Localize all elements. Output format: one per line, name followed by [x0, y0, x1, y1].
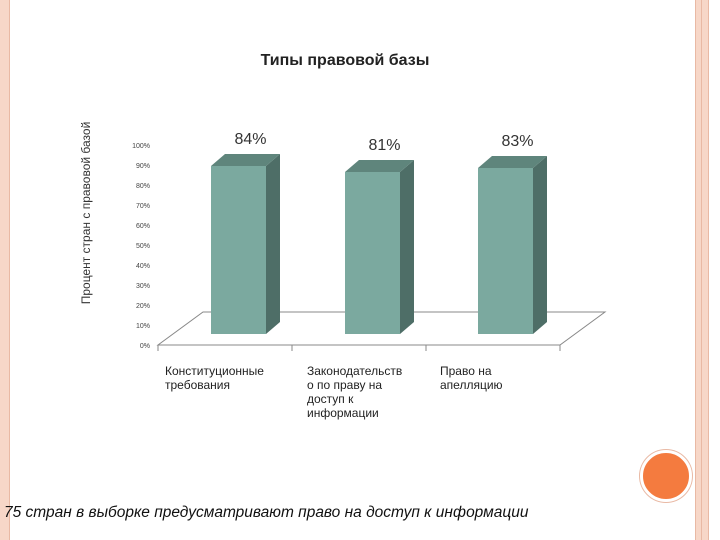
slide-frame-left [0, 0, 10, 540]
y-tick-label: 100% [132, 143, 150, 150]
bar-top [211, 154, 280, 166]
bar-side [266, 154, 280, 334]
slide-frame-right-line [701, 0, 702, 540]
x-category-label: Право на апелляцию [440, 364, 503, 392]
y-tick-label: 60% [136, 223, 150, 230]
bar-top [345, 160, 414, 172]
y-tick-label: 90% [136, 163, 150, 170]
chart-title: Типы правовой базы [261, 52, 430, 69]
y-tick-label: 50% [136, 243, 150, 250]
bar-side [533, 156, 547, 334]
bar [211, 166, 266, 334]
y-tick-label: 20% [136, 303, 150, 310]
slide-frame-right [695, 0, 709, 540]
slide-caption: 75 стран в выборке предусматривают право… [4, 504, 529, 521]
bar [478, 168, 533, 334]
bar-top [478, 156, 547, 168]
y-tick-label: 30% [136, 283, 150, 290]
y-tick-label: 0% [140, 343, 150, 350]
data-label: 84% [234, 131, 266, 148]
x-category-label: Конституционные требования [165, 364, 264, 392]
data-label: 83% [501, 133, 533, 150]
y-tick-label: 10% [136, 323, 150, 330]
decorative-circle [640, 450, 692, 502]
y-tick-label: 80% [136, 183, 150, 190]
x-category-label: Законодательств о по праву на доступ к инфо… [307, 364, 402, 420]
y-axis-label: Процент стран с правовой базой [79, 122, 93, 305]
y-tick-label: 70% [136, 203, 150, 210]
bar [345, 172, 400, 334]
data-label: 81% [368, 137, 400, 154]
bar-side [400, 160, 414, 334]
y-tick-label: 40% [136, 263, 150, 270]
